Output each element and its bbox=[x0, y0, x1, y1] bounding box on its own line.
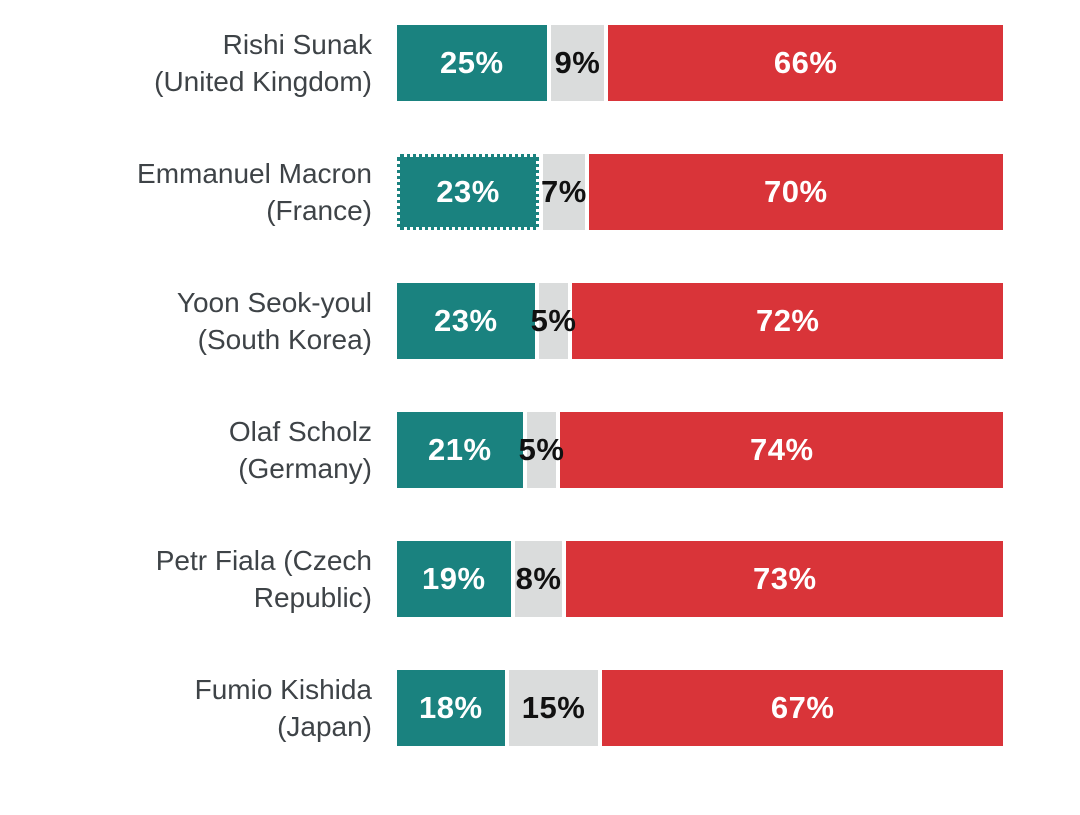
approve-value: 19% bbox=[422, 561, 486, 596]
neutral-segment: 15% bbox=[508, 670, 599, 746]
leader-name-line1: Rishi Sunak bbox=[222, 29, 372, 60]
approve-value: 18% bbox=[419, 690, 483, 725]
disapprove-segment: 66% bbox=[608, 25, 1003, 101]
disapprove-value: 66% bbox=[773, 45, 838, 80]
neutral-value: 5% bbox=[518, 432, 565, 467]
approve-segment: 19% bbox=[397, 541, 511, 617]
disapprove-segment: 67% bbox=[602, 670, 1003, 746]
neutral-value: 9% bbox=[554, 45, 601, 80]
leader-label: Olaf Scholz (Germany) bbox=[0, 413, 397, 487]
neutral-value: 8% bbox=[515, 561, 562, 596]
disapprove-value: 72% bbox=[755, 303, 820, 338]
disapprove-value: 67% bbox=[770, 690, 835, 725]
approve-value: 23% bbox=[434, 303, 498, 338]
neutral-segment: 5% bbox=[519, 412, 564, 488]
stacked-bar: 25% 9% 66% bbox=[397, 25, 1003, 101]
leader-name-line2: (Japan) bbox=[277, 711, 372, 742]
leader-name-line1: Fumio Kishida bbox=[194, 674, 372, 705]
leader-label: Petr Fiala (Czech Republic) bbox=[0, 542, 397, 616]
stacked-bar: 19% 8% 73% bbox=[397, 541, 1004, 617]
leader-label: Yoon Seok-youl (South Korea) bbox=[0, 284, 397, 358]
approve-segment: 25% bbox=[397, 25, 547, 101]
disapprove-segment: 74% bbox=[560, 412, 1003, 488]
approve-value: 25% bbox=[439, 45, 504, 80]
neutral-value: 5% bbox=[530, 303, 577, 338]
stacked-bar: 23% 5% 72% bbox=[397, 283, 1004, 359]
bar-row-yoon-seok-youl: Yoon Seok-youl (South Korea) 23% 5% 72% bbox=[0, 283, 1080, 359]
stacked-bar: 21% 5% 74% bbox=[397, 412, 1003, 488]
leader-name-line2: Republic) bbox=[253, 582, 372, 613]
disapprove-segment: 73% bbox=[566, 541, 1004, 617]
bar-row-emmanuel-macron: Emmanuel Macron (France) 23% 7% 70% bbox=[0, 154, 1080, 230]
leader-name-line2: (France) bbox=[266, 195, 372, 226]
leader-name-line1: Emmanuel Macron bbox=[137, 158, 372, 189]
disapprove-segment: 70% bbox=[588, 154, 1003, 230]
neutral-value: 7% bbox=[540, 174, 587, 209]
disapprove-value: 74% bbox=[749, 432, 814, 467]
leader-name-line2: (United Kingdom) bbox=[154, 66, 372, 97]
leader-name-line1: Olaf Scholz bbox=[228, 416, 372, 447]
neutral-segment: 5% bbox=[531, 283, 576, 359]
leader-name-line2: (Germany) bbox=[238, 453, 372, 484]
leader-name-line2: (South Korea) bbox=[197, 324, 372, 355]
bar-row-petr-fiala: Petr Fiala (Czech Republic) 19% 8% 73% bbox=[0, 541, 1080, 617]
approve-segment: 21% bbox=[397, 412, 523, 488]
leader-label: Rishi Sunak (United Kingdom) bbox=[0, 26, 397, 100]
leader-label: Fumio Kishida (Japan) bbox=[0, 671, 397, 745]
neutral-value: 15% bbox=[521, 690, 586, 725]
leader-name-line1: Petr Fiala (Czech bbox=[155, 545, 372, 576]
leader-name-line1: Yoon Seok-youl bbox=[176, 287, 372, 318]
approve-segment: 18% bbox=[397, 670, 505, 746]
leader-label: Emmanuel Macron (France) bbox=[0, 155, 397, 229]
approve-segment: 23% bbox=[397, 154, 540, 230]
neutral-segment: 8% bbox=[514, 541, 563, 617]
approve-value: 21% bbox=[428, 432, 492, 467]
disapprove-segment: 72% bbox=[572, 283, 1004, 359]
neutral-segment: 7% bbox=[540, 154, 587, 230]
disapprove-value: 70% bbox=[764, 174, 828, 209]
stacked-bar: 23% 7% 70% bbox=[397, 154, 1003, 230]
approve-segment: 23% bbox=[397, 283, 535, 359]
neutral-segment: 9% bbox=[550, 25, 605, 101]
bar-row-olaf-scholz: Olaf Scholz (Germany) 21% 5% 74% bbox=[0, 412, 1080, 488]
stacked-bar: 18% 15% 67% bbox=[397, 670, 1003, 746]
approve-value: 23% bbox=[436, 174, 500, 209]
bar-row-rishi-sunak: Rishi Sunak (United Kingdom) 25% 9% 66% bbox=[0, 25, 1080, 101]
bar-row-fumio-kishida: Fumio Kishida (Japan) 18% 15% 67% bbox=[0, 670, 1080, 746]
disapprove-value: 73% bbox=[752, 561, 817, 596]
